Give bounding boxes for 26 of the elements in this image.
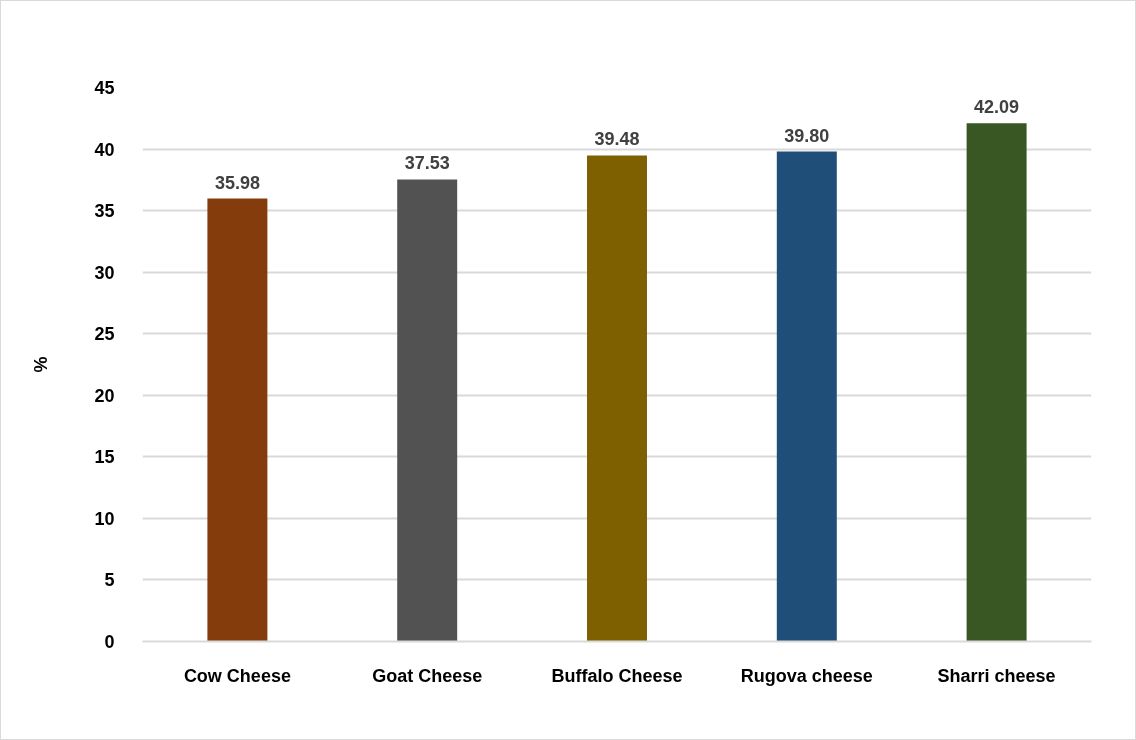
y-tick-label: 35	[94, 201, 115, 222]
x-tick-label: Buffalo Cheese	[551, 665, 683, 686]
y-tick-label: 30	[94, 262, 115, 283]
bar	[207, 198, 268, 642]
y-tick-label: 10	[94, 508, 115, 529]
y-tick-label: 45	[94, 78, 115, 98]
data-label: 39.80	[784, 125, 830, 146]
bar	[966, 123, 1027, 642]
y-axis-title: %	[31, 356, 52, 373]
bar	[587, 155, 647, 642]
y-tick-label: 40	[94, 139, 115, 160]
x-tick-label: Sharri cheese	[937, 665, 1056, 686]
x-tick-label: Cow Cheese	[183, 665, 291, 686]
y-tick-label: 15	[94, 447, 115, 468]
y-tick-label: 20	[94, 385, 115, 406]
data-label: 39.48	[594, 129, 640, 150]
data-label: 35.98	[214, 172, 260, 193]
y-tick-label: 5	[104, 570, 115, 591]
x-tick-label: Rugova cheese	[740, 665, 873, 686]
data-label: 42.09	[974, 97, 1020, 118]
x-tick-label: Goat Cheese	[372, 665, 483, 686]
y-tick-label: 25	[94, 324, 115, 345]
y-tick-label: 0	[104, 632, 115, 652]
bar	[397, 179, 458, 642]
bar	[776, 151, 837, 642]
data-label: 37.53	[404, 153, 450, 174]
